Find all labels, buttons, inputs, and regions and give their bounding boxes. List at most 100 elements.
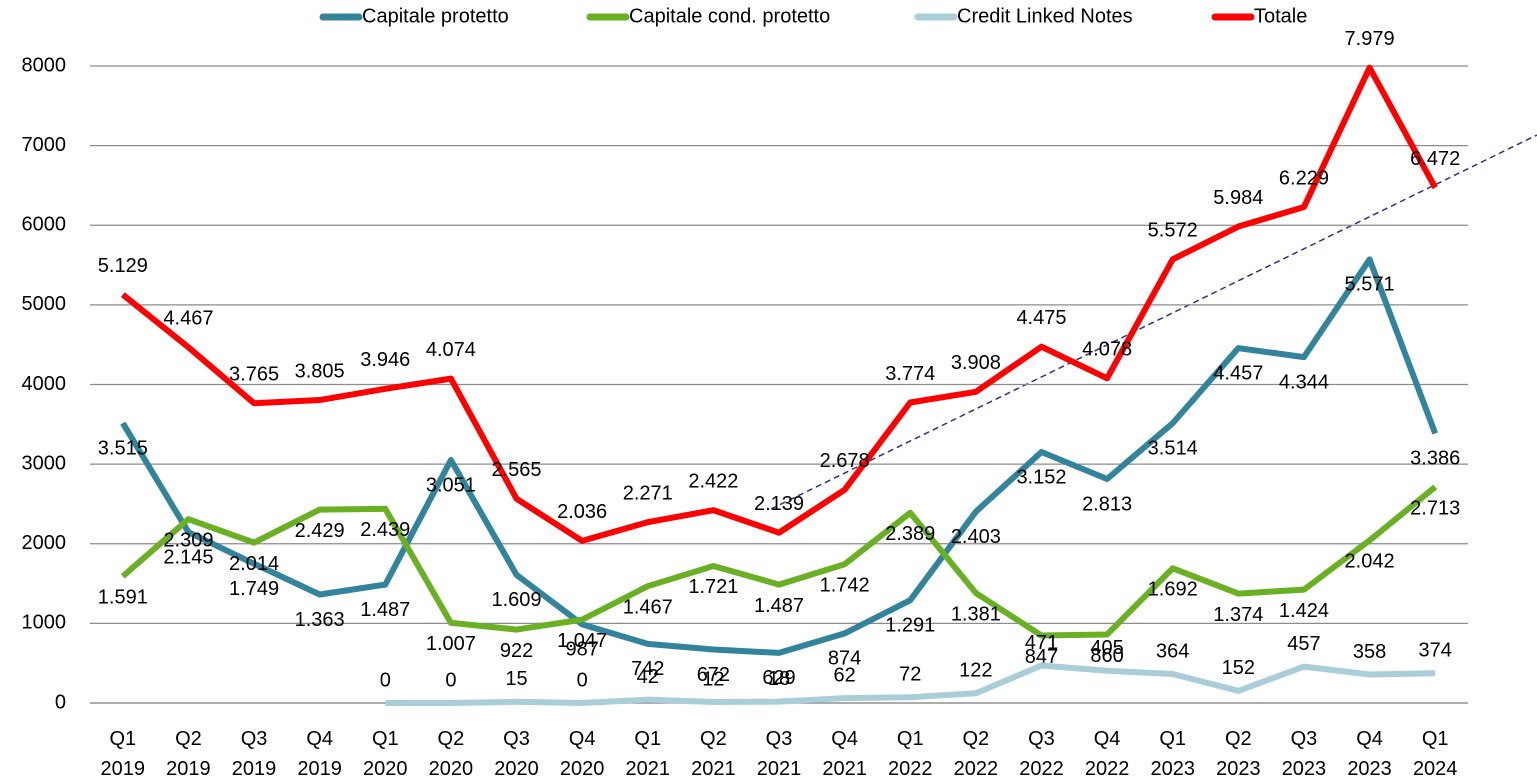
data-label: 4.475	[1016, 307, 1066, 329]
data-label: 1.047	[557, 630, 607, 652]
data-label: 122	[959, 660, 992, 682]
data-label: 18	[768, 668, 790, 690]
data-label: 152	[1222, 657, 1255, 679]
x-tick-label: Q4 2023	[1347, 728, 1392, 780]
y-tick-label: 8000	[22, 54, 67, 76]
x-tick-label: Q1 2021	[626, 728, 671, 780]
legend-label: Capitale protetto	[362, 5, 509, 27]
data-label: 72	[899, 664, 921, 686]
data-label: 2.565	[491, 459, 541, 481]
legend-label: Totale	[1254, 5, 1307, 27]
data-label: 3.774	[885, 363, 935, 385]
data-label: 1.609	[491, 589, 541, 611]
data-label: 364	[1156, 640, 1189, 662]
data-label: 5.571	[1345, 274, 1395, 296]
data-label: 1.721	[688, 576, 738, 598]
y-tick-label: 2000	[22, 532, 67, 554]
data-label: 5.984	[1213, 187, 1263, 209]
data-label: 3.051	[426, 474, 476, 496]
trend-line	[770, 134, 1537, 510]
x-tick-label: Q1 2024	[1413, 728, 1458, 780]
series-line	[120, 64, 1438, 544]
data-label: 0	[380, 669, 391, 691]
data-label: 1.424	[1279, 600, 1329, 622]
data-label: 2.309	[163, 529, 213, 551]
data-label: 1.749	[229, 578, 279, 600]
data-label: 4.074	[426, 339, 476, 361]
x-tick-label: Q2 2020	[429, 728, 474, 780]
data-label: 3.908	[951, 352, 1001, 374]
data-label: 3.514	[1148, 437, 1198, 459]
series-line	[120, 484, 1438, 639]
data-label: 2.439	[360, 519, 410, 541]
data-label: 1.591	[98, 587, 148, 609]
y-tick-label: 3000	[22, 452, 67, 474]
data-label: 3.515	[98, 437, 148, 459]
series-line	[120, 256, 1438, 656]
x-tick-label: Q3 2019	[232, 728, 277, 780]
x-tick-label: Q4 2020	[560, 728, 605, 780]
data-label: 1.742	[820, 575, 870, 597]
data-label: 358	[1353, 641, 1386, 663]
x-tick-label: Q4 2019	[297, 728, 342, 780]
x-tick-label: Q2 2023	[1216, 728, 1261, 780]
data-label: 1.692	[1148, 579, 1198, 601]
data-label: 2.042	[1345, 551, 1395, 573]
data-label: 0	[577, 669, 588, 691]
data-label: 1.291	[885, 614, 935, 636]
x-tick-label: Q3 2022	[1019, 728, 1064, 780]
data-label: 1.363	[295, 609, 345, 631]
data-label: 874	[828, 648, 861, 670]
data-label: 2.678	[820, 450, 870, 472]
x-tick-label: Q4 2021	[822, 728, 867, 780]
y-tick-label: 7000	[22, 134, 67, 156]
data-label: 847	[1025, 646, 1058, 668]
x-tick-label: Q3 2023	[1282, 728, 1327, 780]
data-label: 3.805	[295, 360, 345, 382]
data-label: 2.139	[754, 493, 804, 515]
data-label: 405	[1090, 637, 1123, 659]
data-label: 374	[1419, 640, 1452, 662]
data-label: 2.389	[885, 523, 935, 545]
data-label: 15	[505, 668, 527, 690]
data-label: 742	[631, 658, 664, 680]
data-label: 4.467	[163, 308, 213, 330]
x-tick-label: Q1 2020	[363, 728, 408, 780]
data-label: 3.386	[1410, 448, 1460, 470]
y-tick-label: 4000	[22, 373, 67, 395]
data-label: 5.129	[98, 255, 148, 277]
series-line	[385, 662, 1436, 706]
data-label: 2.403	[951, 526, 1001, 548]
x-tick-label: Q3 2021	[757, 728, 802, 780]
data-label: 42	[637, 666, 659, 688]
data-label: 6.472	[1410, 148, 1460, 170]
x-tick-label: Q4 2022	[1085, 728, 1130, 780]
data-label: 471	[1025, 632, 1058, 654]
data-label: 4.457	[1213, 362, 1263, 384]
data-label: 672	[697, 664, 730, 686]
data-label: 2.429	[295, 520, 345, 542]
data-label: 457	[1287, 633, 1320, 655]
y-tick-label: 6000	[22, 214, 67, 236]
data-label: 5.572	[1148, 220, 1198, 242]
data-label: 1.374	[1213, 604, 1263, 626]
data-label: 2.014	[229, 553, 279, 575]
data-label: 3.946	[360, 349, 410, 371]
data-label: 922	[500, 640, 533, 662]
x-tick-label: Q1 2019	[101, 728, 146, 780]
x-tick-label: Q1 2022	[888, 728, 933, 780]
data-label: 3.765	[229, 363, 279, 385]
data-label: 7.979	[1345, 28, 1395, 50]
data-label: 987	[565, 639, 598, 661]
x-tick-label: Q1 2023	[1150, 728, 1195, 780]
x-tick-label: Q2 2022	[954, 728, 999, 780]
data-label: 2.036	[557, 501, 607, 523]
data-label: 12	[702, 668, 724, 690]
x-tick-label: Q3 2020	[494, 728, 539, 780]
x-tick-label: Q2 2021	[691, 728, 736, 780]
data-label: 6.229	[1279, 167, 1329, 189]
data-label: 1.467	[623, 596, 673, 618]
data-label: 2.422	[688, 470, 738, 492]
data-label: 1.487	[360, 599, 410, 621]
